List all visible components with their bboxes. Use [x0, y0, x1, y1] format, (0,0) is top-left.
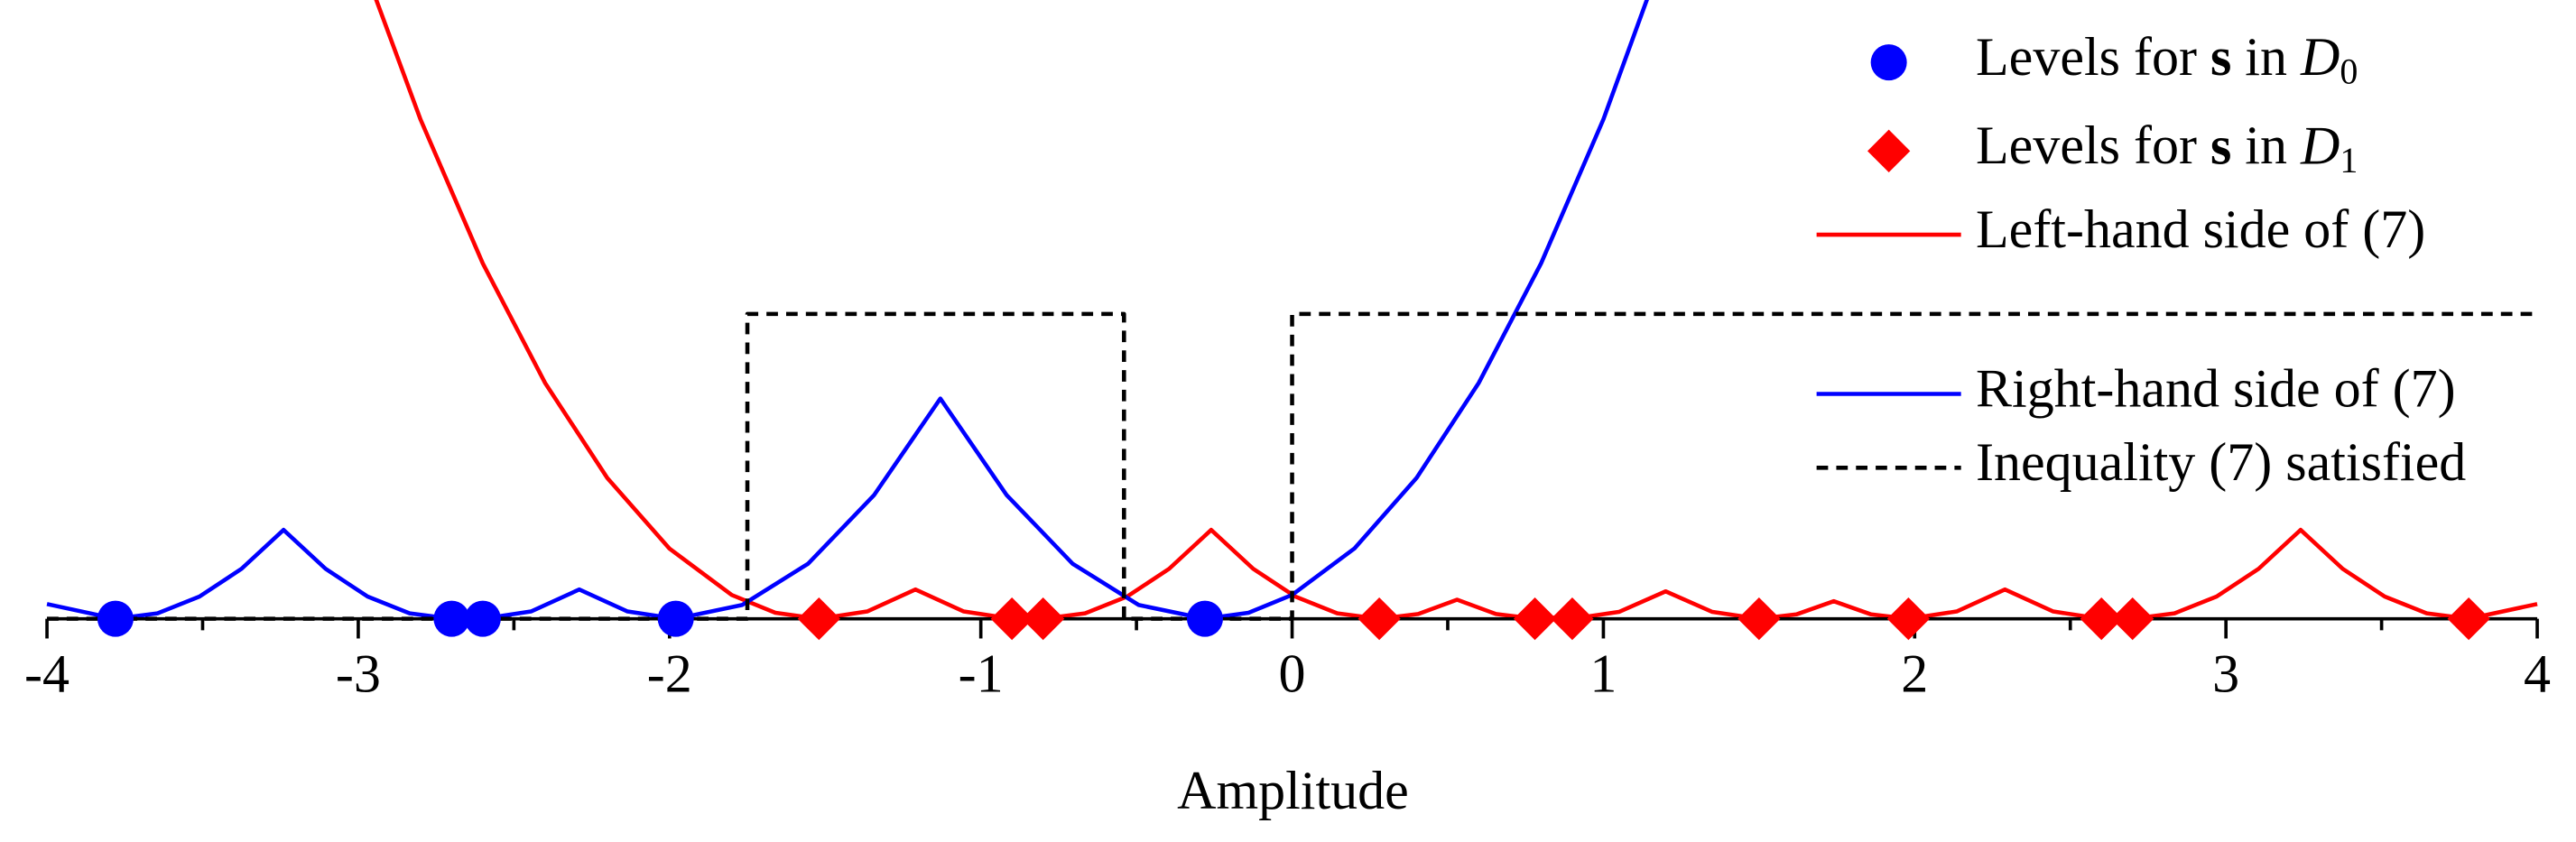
point: [1022, 597, 1065, 641]
x-tick-label: 1: [1589, 644, 1617, 704]
legend-label: Inequality (7) satisfied: [1976, 432, 2466, 492]
point: [2111, 597, 2154, 641]
point: [464, 600, 501, 637]
legend-label: Levels for s in D0: [1976, 27, 2358, 92]
line-series: [46, 0, 1649, 621]
point: [433, 600, 470, 637]
plot-area: [46, 0, 2538, 621]
legend-marker: [1867, 129, 1911, 172]
legend-label: Levels for s in D1: [1976, 116, 2358, 180]
point: [1886, 597, 1931, 641]
line-series: [374, 0, 2538, 621]
point: [797, 597, 840, 641]
x-tick-label: -3: [336, 644, 381, 704]
point: [1186, 600, 1223, 637]
x-tick-label: 4: [2524, 644, 2551, 704]
x-tick-label: 2: [1901, 644, 1928, 704]
point: [1357, 597, 1401, 641]
line-series: [47, 311, 2538, 621]
x-tick-label: -2: [647, 644, 692, 704]
x-tick-label: -4: [24, 644, 69, 704]
legend-label: Right-hand side of (7): [1976, 358, 2456, 418]
point: [1551, 597, 1594, 641]
point: [1737, 597, 1781, 641]
legend-label: Left-hand side of (7): [1976, 199, 2425, 259]
points: [97, 597, 2490, 641]
x-tick-label: 0: [1279, 644, 1306, 704]
point: [2447, 597, 2490, 641]
legend-marker: [1870, 44, 1907, 81]
point: [97, 600, 134, 637]
point: [2080, 597, 2123, 641]
point: [1513, 597, 1557, 641]
point: [990, 597, 1033, 641]
x-tick-label: -1: [959, 644, 1004, 704]
x-axis: -4 -3 -2 -1 0 1 2 3 4: [24, 616, 2551, 704]
point: [657, 600, 694, 637]
legend: Levels for s in D0 Levels for s in D1 Left…: [1816, 27, 2466, 492]
x-axis-label: Amplitude: [1177, 761, 1409, 820]
x-tick-label: 3: [2212, 644, 2239, 704]
